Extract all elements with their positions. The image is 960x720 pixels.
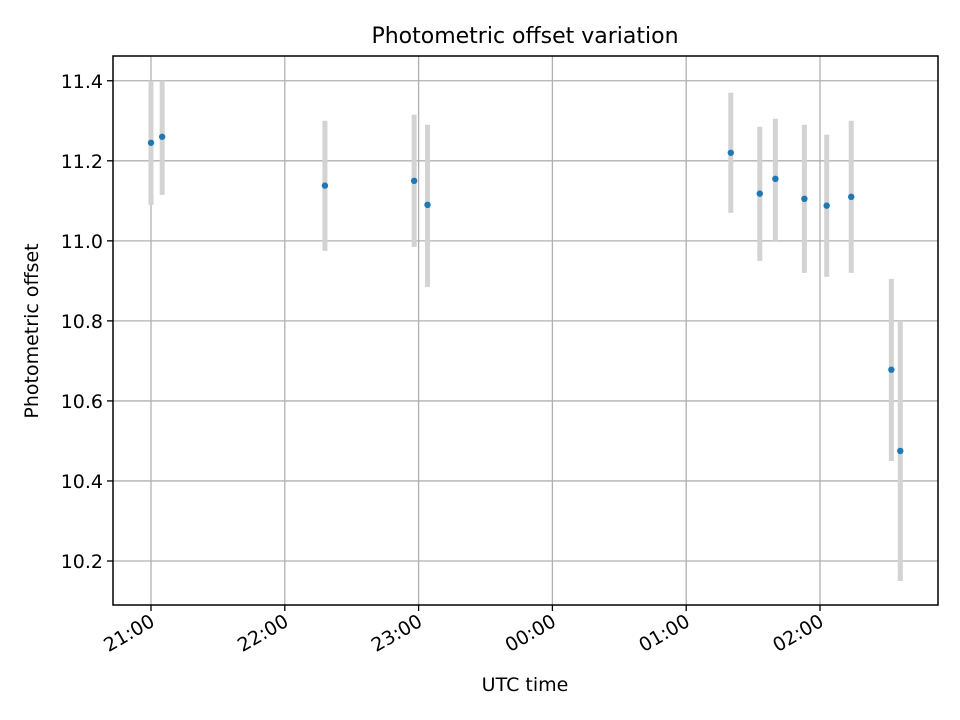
data-point: [147, 139, 155, 146]
data-point: [772, 175, 779, 183]
y-tick-label: 10.6: [61, 391, 103, 413]
data-point: [897, 447, 904, 455]
axis-ticks: 21:00 22:00 23:00 00:00 01:00 02:00 10.2 10.4 10…: [61, 71, 828, 657]
y-tick-label: 10.2: [61, 551, 103, 573]
data-point: [801, 195, 808, 203]
error-bars: [148, 80, 903, 582]
x-tick-label: 21:00: [100, 610, 158, 656]
data-point: [727, 149, 734, 156]
data-point: [424, 201, 431, 209]
y-tick-label: 11.2: [61, 151, 103, 173]
x-tick-label: 22:00: [234, 610, 292, 656]
y-tick-label: 11.0: [61, 231, 103, 253]
data-point: [321, 182, 329, 189]
x-tick-label: 00:00: [501, 610, 559, 656]
x-axis-label: UTC time: [482, 674, 569, 696]
x-tick-label: 02:00: [769, 610, 827, 656]
y-axis-label: Photometric offset: [21, 243, 43, 418]
y-tick-label: 10.8: [61, 311, 103, 333]
data-point: [410, 177, 418, 185]
y-tick-label: 10.4: [61, 471, 103, 493]
y-tick-label: 11.4: [61, 71, 103, 93]
data-point: [158, 133, 166, 140]
data-point: [848, 193, 855, 201]
data-points: [147, 133, 904, 455]
data-point: [756, 190, 763, 197]
grid-lines: [113, 56, 938, 605]
x-tick-label: 01:00: [635, 610, 693, 656]
chart-title: Photometric offset variation: [371, 24, 678, 49]
data-point: [888, 366, 895, 373]
plot-frame: [112, 55, 939, 606]
data-point: [823, 202, 830, 209]
x-tick-label: 23:00: [368, 610, 426, 656]
